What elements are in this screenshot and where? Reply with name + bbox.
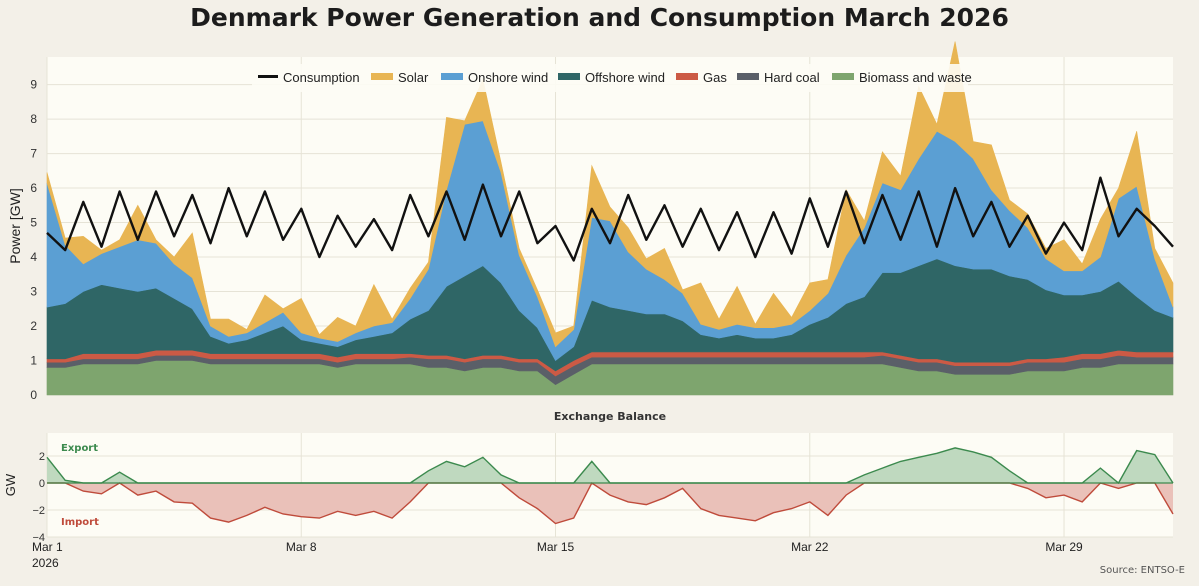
exchange-y-tick-label: 0 xyxy=(39,478,45,490)
y-tick-label: 9 xyxy=(30,78,37,92)
legend-swatch-coal xyxy=(737,73,759,80)
legend-swatch-offshore xyxy=(558,73,580,80)
legend-label-onshore: Onshore wind xyxy=(468,70,548,85)
legend-swatch-onshore xyxy=(441,73,463,80)
exchange-y-tick-label: −2 xyxy=(32,505,45,517)
legend-label-gas: Gas xyxy=(703,70,727,85)
series-area-solar xyxy=(46,41,1174,348)
x-tick-sublabel: 2026 xyxy=(32,556,59,570)
y-tick-label: 2 xyxy=(30,319,37,333)
import-annotation: Import xyxy=(61,517,99,528)
y-tick-label: 7 xyxy=(30,147,37,161)
y-tick-label: 5 xyxy=(30,216,37,230)
x-tick-label: Mar 8 xyxy=(286,540,317,554)
legend-label-offshore: Offshore wind xyxy=(585,70,665,85)
legend: Consumption Solar Onshore wind Offshore … xyxy=(252,64,972,92)
y-tick-label: 8 xyxy=(30,112,37,126)
x-tick-label: Mar 1 xyxy=(32,540,63,554)
legend-swatch-consumption xyxy=(258,75,278,78)
exchange-y-ticks: −4 −2 0 2 xyxy=(32,451,45,544)
chart-title: Denmark Power Generation and Consumption… xyxy=(190,3,1009,32)
main-y-axis-label: Power [GW] xyxy=(7,188,23,263)
legend-label-biomass: Biomass and waste xyxy=(859,70,972,85)
y-tick-label: 4 xyxy=(30,250,37,264)
legend-label-solar: Solar xyxy=(398,70,429,85)
y-tick-label: 6 xyxy=(30,181,37,195)
x-tick-label: Mar 22 xyxy=(791,540,829,554)
legend-label-coal: Hard coal xyxy=(764,70,820,85)
y-tick-label: 0 xyxy=(30,388,37,402)
export-annotation: Export xyxy=(61,443,98,454)
exchange-export-area xyxy=(47,447,1173,483)
legend-label-consumption: Consumption xyxy=(283,70,360,85)
y-tick-label: 3 xyxy=(30,285,37,299)
exchange-import-area xyxy=(47,483,1173,524)
x-tick-label: Mar 29 xyxy=(1045,540,1083,554)
series-line-consumption xyxy=(46,176,1174,262)
exchange-y-axis-label: GW xyxy=(3,473,18,496)
x-axis-ticks: Mar 1 2026 Mar 8 Mar 15 Mar 22 Mar 29 xyxy=(32,540,1083,570)
legend-swatch-gas xyxy=(676,73,698,80)
x-tick-label: Mar 15 xyxy=(537,540,575,554)
y-tick-label: 1 xyxy=(30,354,37,368)
legend-swatch-solar xyxy=(371,73,393,80)
exchange-y-tick-label: 2 xyxy=(39,451,45,463)
main-y-ticks: 0 1 2 3 4 5 6 7 8 9 xyxy=(30,78,37,402)
exchange-title: Exchange Balance xyxy=(554,410,666,423)
legend-swatch-biomass xyxy=(832,73,854,80)
source-note: Source: ENTSO-E xyxy=(1099,565,1185,576)
exchange-y-tick-label: −4 xyxy=(32,532,45,544)
